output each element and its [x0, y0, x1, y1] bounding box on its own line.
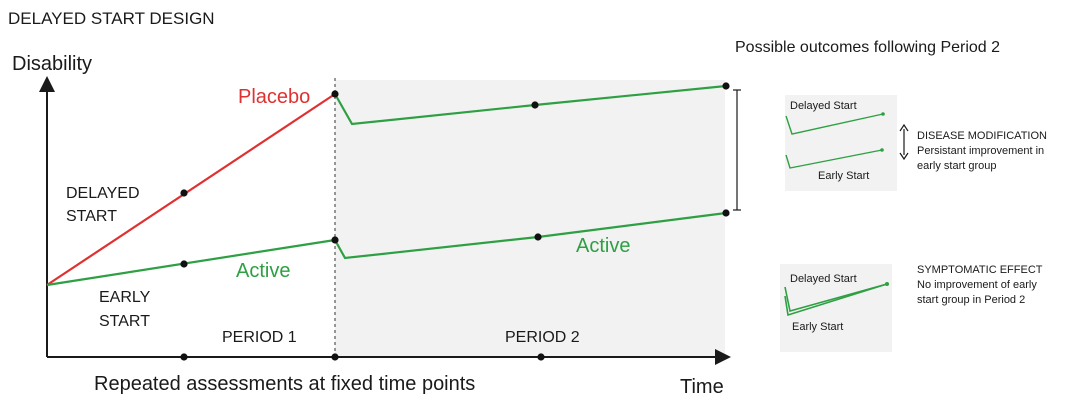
x-axis-label: Time [680, 376, 724, 398]
se-end [885, 282, 889, 286]
period2-shade [335, 80, 725, 357]
point-early-p2-mid [534, 233, 542, 241]
label-active-period1: Active [236, 260, 290, 282]
label-delayed-start-1: DELAYED [66, 185, 140, 202]
x-axis-caption: Repeated assessments at fixed time point… [94, 373, 475, 395]
outcomes-heading: Possible outcomes following Period 2 [735, 39, 1000, 56]
dm-title: DISEASE MODIFICATION [917, 130, 1047, 142]
dm-inset-box [785, 95, 897, 191]
y-axis-label: Disability [12, 53, 92, 75]
se-delayed-label: Delayed Start [790, 273, 857, 285]
label-early-start-1: EARLY [99, 289, 151, 306]
axis-tick-2 [331, 353, 339, 361]
se-delayed-line [784, 283, 888, 312]
delayed-start-line-period2 [334, 84, 727, 126]
label-early-start-2: START [99, 313, 150, 330]
se-early-line [784, 283, 888, 317]
dm-delayed-label: Delayed Start [790, 100, 857, 112]
point-placebo-mid [180, 189, 188, 197]
se-desc-2: start group in Period 2 [917, 294, 1025, 306]
label-placebo: Placebo [238, 86, 310, 108]
dm-early-label: Early Start [818, 170, 869, 182]
dm-arrow-head-bottom [899, 152, 909, 161]
disease-modification-inset: Delayed Start Early Start [785, 95, 897, 191]
dm-desc-2: early start group [917, 160, 996, 172]
point-active-mid [180, 260, 188, 268]
placebo-line [46, 93, 336, 286]
dm-delayed-end [881, 112, 885, 116]
dm-early-end [880, 148, 884, 152]
point-delayed-p2-end [722, 82, 730, 90]
point-active-end [331, 236, 339, 244]
point-placebo-end [331, 90, 339, 98]
axis-tick-3 [537, 353, 545, 361]
dm-early-line [785, 149, 883, 169]
label-period2: PERIOD 2 [505, 329, 580, 346]
label-delayed-start-2: START [66, 208, 117, 225]
se-early-label: Early Start [792, 321, 843, 333]
diagram-title: DELAYED START DESIGN [8, 9, 215, 28]
se-title: SYMPTOMATIC EFFECT [917, 264, 1043, 276]
se-desc-1: No improvement of early [917, 279, 1037, 291]
label-active-period2: Active [576, 235, 630, 257]
dm-delayed-line [785, 113, 884, 135]
point-delayed-p2-mid [531, 101, 539, 109]
label-period1: PERIOD 1 [222, 329, 297, 346]
active-line-period1 [46, 238, 336, 287]
early-start-line-period2 [334, 211, 727, 260]
point-early-p2-end [722, 209, 730, 217]
dm-desc-1: Persistant improvement in [917, 145, 1044, 157]
symptomatic-effect-inset: Delayed Start Early Start [780, 264, 892, 352]
dm-arrow-head-top [899, 123, 909, 132]
axis-tick-1 [180, 353, 188, 361]
